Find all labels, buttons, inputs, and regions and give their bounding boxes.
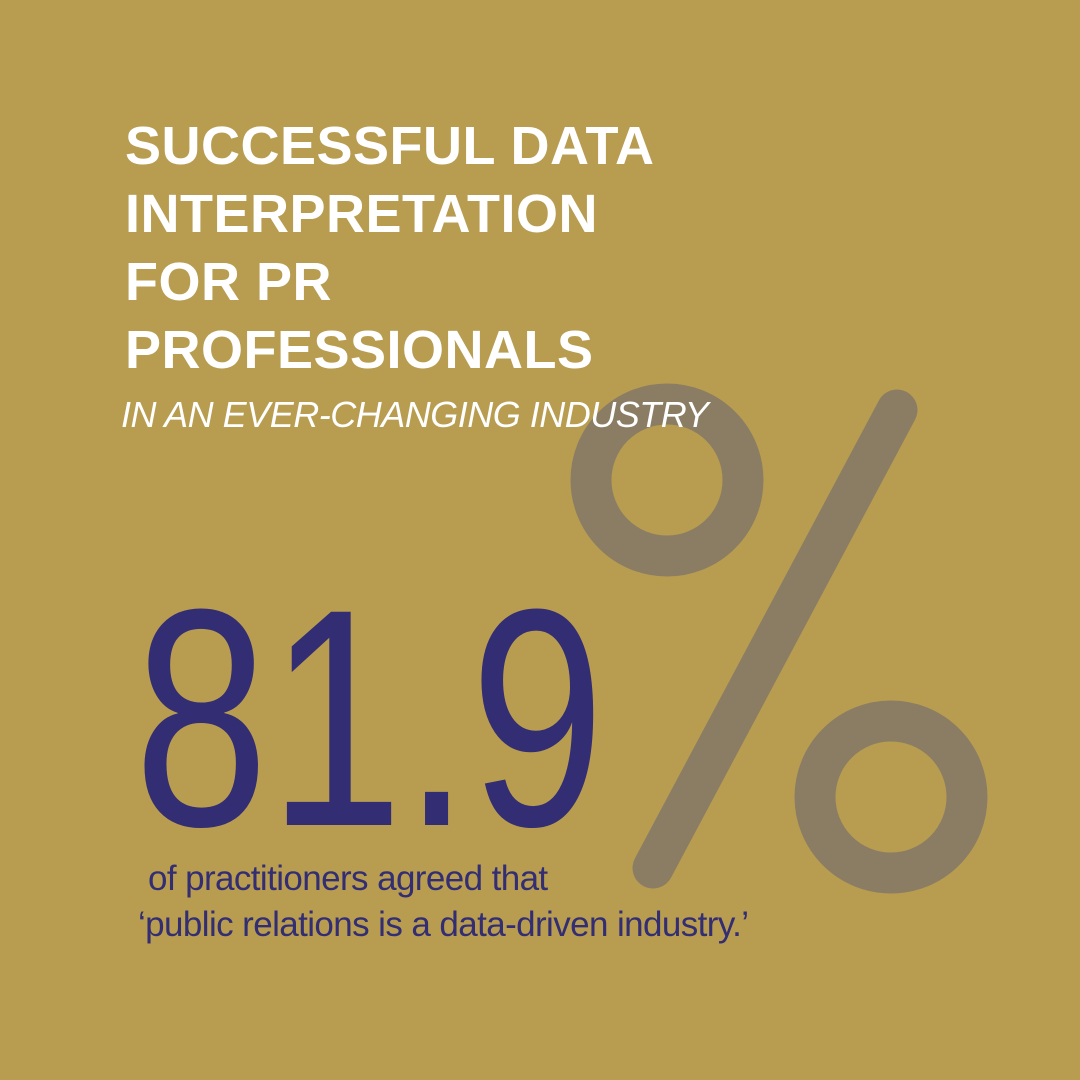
- percent-bottom-ring: [794, 700, 988, 894]
- title-line-1: SUCCESSFUL DATA: [125, 116, 655, 176]
- percent-slash: [632, 389, 918, 889]
- stat-caption: of practitioners agreed that ‘public rel…: [138, 856, 749, 948]
- stat-caption-line-2: ‘public relations is a data-driven indus…: [138, 905, 749, 944]
- percent-top-ring: [570, 383, 764, 577]
- stat-caption-line-1: of practitioners agreed that: [148, 859, 548, 898]
- title-line-3: FOR PR: [125, 252, 333, 312]
- title-line-2: INTERPRETATION: [125, 184, 598, 244]
- poster-title: SUCCESSFUL DATA INTERPRETATION FOR PR PR…: [125, 112, 655, 384]
- stat-value: 81.9: [134, 544, 605, 891]
- poster-subtitle: IN AN EVER-CHANGING INDUSTRY: [121, 394, 709, 435]
- percent-sign-strokes: [570, 383, 988, 894]
- title-line-4: PROFESSIONALS: [125, 320, 594, 380]
